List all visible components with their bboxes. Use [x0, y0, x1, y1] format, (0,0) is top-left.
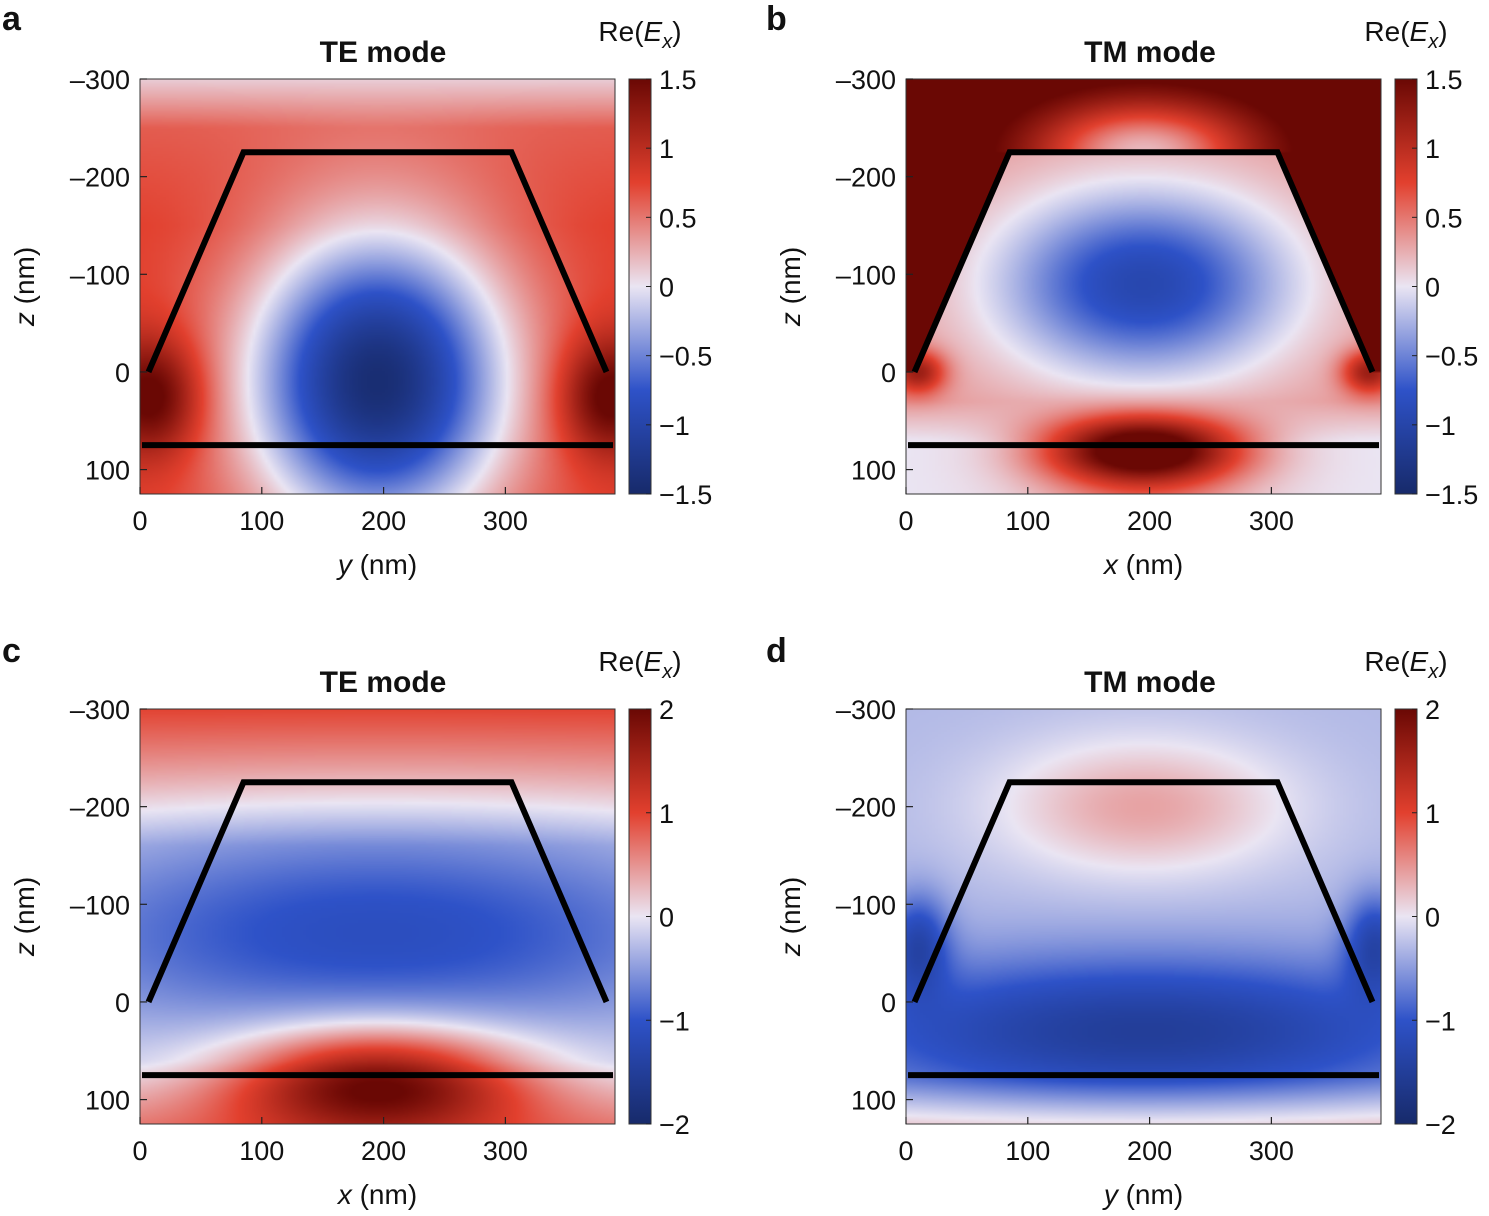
y-tick-label: –200	[70, 793, 130, 823]
colorbar-tick-label: 1	[659, 799, 674, 829]
colorbar-tick-label: −1.5	[659, 480, 712, 510]
x-tick-label: 100	[1005, 1136, 1050, 1166]
colorbar-tick-label: −0.5	[659, 342, 712, 372]
colorbar-tick-label: 0	[659, 273, 674, 303]
colorbar-tick-label: −1.5	[1425, 480, 1478, 510]
plot-frame	[905, 78, 1382, 495]
colorbar-label: Re(Ex)	[1364, 16, 1447, 53]
colorbar-label: Re(Ex)	[598, 16, 681, 53]
y-tick-label: –200	[70, 163, 130, 193]
colorbar-tick-label: 1.5	[659, 65, 697, 95]
colorbar-tick-label: 1	[1425, 134, 1440, 164]
y-tick-label: 0	[115, 988, 130, 1018]
colorbar-tick-label: −2	[1425, 1110, 1456, 1140]
y-tick-label: 100	[851, 456, 896, 486]
y-tick-label: 100	[85, 1086, 130, 1116]
panel-letter: c	[2, 632, 21, 670]
y-tick-label: –100	[836, 260, 896, 290]
x-tick-label: 300	[483, 506, 528, 536]
colorbar-tick-label: −1	[1425, 1006, 1456, 1036]
waveguide-boundary	[911, 779, 1376, 1004]
colorbar-tick-label: 1	[659, 134, 674, 164]
y-tick-label: –300	[70, 65, 130, 95]
panel-title: TM mode	[1084, 36, 1216, 69]
colorbar-tick-label: 0.5	[659, 203, 697, 233]
x-tick-label: 200	[1127, 506, 1172, 536]
x-axis-label: x (nm)	[1102, 549, 1183, 580]
colorbar-label: Re(Ex)	[1364, 646, 1447, 683]
x-tick-label: 100	[239, 506, 284, 536]
colorbar-tick-label: 1	[1425, 799, 1440, 829]
x-tick-label: 0	[898, 1136, 913, 1166]
panel-letter: a	[2, 0, 22, 38]
x-axis-label: y (nm)	[1102, 1179, 1183, 1210]
panel-title: TE mode	[320, 36, 447, 69]
panel-letter: d	[766, 632, 787, 670]
y-tick-label: –300	[836, 695, 896, 725]
y-tick-label: 0	[881, 988, 896, 1018]
x-tick-label: 300	[1249, 1136, 1294, 1166]
colorbar-tick-label: 2	[1425, 695, 1440, 725]
panel-letter: b	[766, 0, 787, 38]
y-tick-label: 0	[881, 358, 896, 388]
x-tick-label: 0	[132, 506, 147, 536]
x-tick-label: 200	[361, 1136, 406, 1166]
field-heatmap	[140, 79, 615, 494]
y-tick-label: –200	[836, 793, 896, 823]
y-axis-label: z (nm)	[775, 877, 806, 957]
colorbar-tick-label: −1	[659, 1006, 690, 1036]
x-tick-label: 200	[361, 506, 406, 536]
y-tick-label: –300	[70, 695, 130, 725]
plot-frame	[139, 708, 616, 1125]
y-tick-label: 0	[115, 358, 130, 388]
colorbar-tick-label: 0	[1425, 273, 1440, 303]
waveguide-boundary	[145, 779, 610, 1004]
field-heatmap	[140, 709, 615, 1124]
colorbar-tick-label: −1	[1425, 411, 1456, 441]
y-tick-label: –100	[70, 890, 130, 920]
panel-title: TE mode	[320, 666, 447, 699]
y-tick-label: 100	[851, 1086, 896, 1116]
y-tick-label: –100	[70, 260, 130, 290]
panel-title: TM mode	[1084, 666, 1216, 699]
x-tick-label: 0	[132, 1136, 147, 1166]
x-tick-label: 300	[483, 1136, 528, 1166]
waveguide-boundary	[911, 149, 1376, 374]
x-tick-label: 100	[1005, 506, 1050, 536]
y-tick-label: 100	[85, 456, 130, 486]
colorbar-label: Re(Ex)	[598, 646, 681, 683]
y-tick-label: –200	[836, 163, 896, 193]
y-axis-label: z (nm)	[775, 247, 806, 327]
x-tick-label: 100	[239, 1136, 284, 1166]
x-tick-label: 200	[1127, 1136, 1172, 1166]
colorbar-tick-label: 0	[659, 903, 674, 933]
colorbar-tick-label: 0.5	[1425, 203, 1463, 233]
plot-frame	[139, 78, 616, 495]
x-tick-label: 0	[898, 506, 913, 536]
plot-frame	[905, 708, 1382, 1125]
colorbar-tick-label: −1	[659, 411, 690, 441]
colorbar-tick-label: 0	[1425, 903, 1440, 933]
x-axis-label: x (nm)	[336, 1179, 417, 1210]
field-heatmap	[906, 709, 1381, 1124]
waveguide-boundary	[145, 149, 610, 374]
x-tick-label: 300	[1249, 506, 1294, 536]
colorbar-tick-label: −2	[659, 1110, 690, 1140]
y-tick-label: –100	[836, 890, 896, 920]
colorbar-tick-label: −0.5	[1425, 342, 1478, 372]
field-heatmap	[906, 79, 1381, 494]
y-tick-label: –300	[836, 65, 896, 95]
x-axis-label: y (nm)	[336, 549, 417, 580]
colorbar-tick-label: 2	[659, 695, 674, 725]
y-axis-label: z (nm)	[9, 877, 40, 957]
y-axis-label: z (nm)	[9, 247, 40, 327]
colorbar-tick-label: 1.5	[1425, 65, 1463, 95]
